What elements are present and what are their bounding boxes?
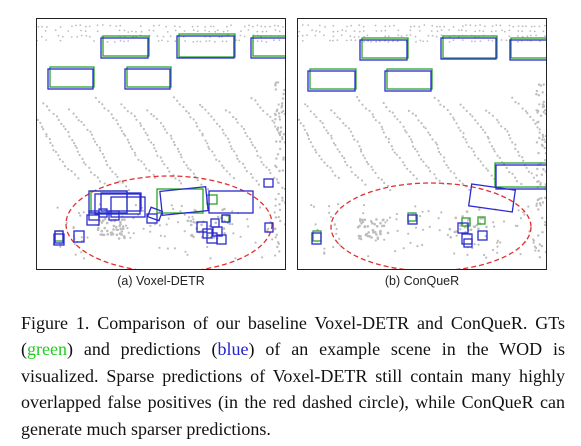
red-dashed-circle bbox=[65, 175, 273, 269]
caption-part-2: ) and predictions ( bbox=[66, 339, 218, 360]
pred-boxes bbox=[307, 37, 546, 248]
subcaption-b: (b) ConQueR bbox=[384, 274, 460, 288]
pred-boxes bbox=[47, 35, 285, 246]
lidar-points bbox=[298, 24, 546, 259]
caption-blue-word: blue bbox=[217, 339, 249, 360]
subcaption-a: (a) Voxel-DETR bbox=[117, 274, 205, 288]
scene-conquer bbox=[298, 24, 546, 269]
panel-voxel-detr bbox=[36, 18, 286, 270]
caption-part-1: Figure 1. Comparison of our baseline Vox… bbox=[21, 313, 565, 360]
caption-part-3: ) of an example scene in the WOD is visu… bbox=[21, 339, 565, 439]
panel-conquer bbox=[297, 18, 547, 270]
gt-boxes bbox=[49, 33, 285, 242]
red-dashed-circle bbox=[330, 182, 532, 269]
scene-voxel-detr bbox=[37, 24, 285, 269]
lidar-points bbox=[37, 24, 285, 260]
gt-boxes bbox=[309, 35, 546, 242]
caption-green-word: green bbox=[27, 339, 67, 360]
figure-caption: Figure 1. Comparison of our baseline Vox… bbox=[21, 310, 565, 442]
